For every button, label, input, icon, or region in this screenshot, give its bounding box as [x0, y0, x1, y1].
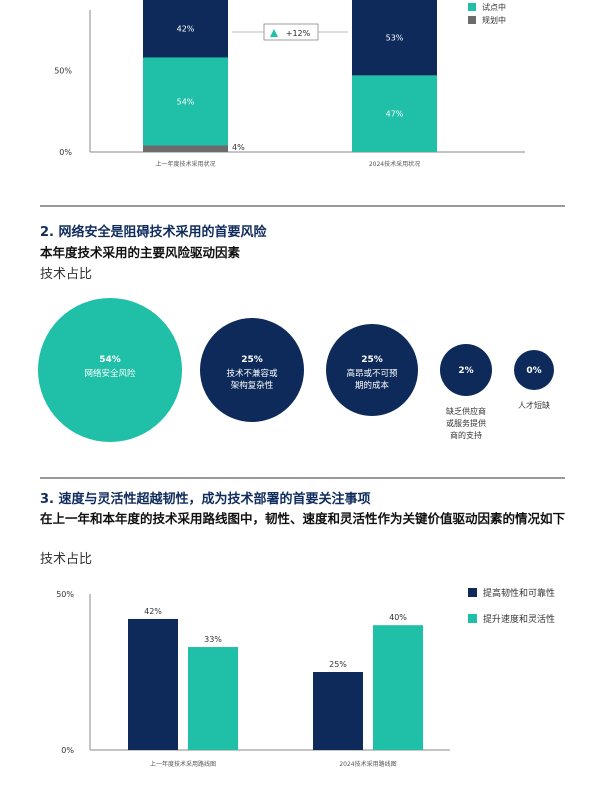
- bar: [128, 618, 178, 750]
- legend-swatch: [468, 614, 477, 623]
- bubble-label: 期的成本: [355, 380, 390, 391]
- legend-label: 提高韧性和可靠性: [483, 587, 555, 599]
- legend-label: 规划中: [482, 15, 506, 25]
- data-label: 40%: [389, 613, 407, 622]
- legend-swatch-pilot: [468, 3, 476, 11]
- bubble: [514, 350, 554, 390]
- bubble: [200, 318, 304, 422]
- y-tick-label: 0%: [59, 148, 72, 157]
- bubble-percent: 25%: [361, 355, 383, 365]
- section-3-title: 3. 速度与灵活性超越韧性，成为技术部署的首要关注事项: [40, 492, 371, 507]
- data-label: 4%: [232, 143, 245, 152]
- section-2-subtitle: 本年度技术采用的主要风险驱动因素: [40, 245, 241, 260]
- stacked-bar-segment: [143, 0, 228, 58]
- stacked-bar-segment: [352, 75, 437, 152]
- legend-swatch-planning: [468, 16, 476, 24]
- bar: [188, 647, 238, 750]
- bar: [313, 672, 363, 750]
- data-label: 33%: [204, 635, 222, 644]
- bubble-percent: 25%: [241, 355, 263, 365]
- bubble-label: 网络安全风险: [84, 368, 136, 379]
- y-tick-label: 0%: [61, 746, 74, 755]
- bubble-label-below: 人才短缺: [518, 400, 550, 410]
- legend-swatch: [468, 588, 477, 597]
- section-divider: [40, 205, 565, 207]
- section-3-unit: 技术占比: [40, 552, 93, 567]
- bubble-label-below: 或服务提供: [446, 418, 486, 428]
- priority-grouped-bar-chart: 0% 50% 42% 33% 上一年度技术采用路线图 25% 40% 2024技术采用路线图 提…: [56, 587, 555, 768]
- adoption-stacked-chart: 0% 50% 4% 54% 42% 上一年度技术采用状况 47% 53% 2024技术采用状况 +…: [54, 0, 525, 168]
- x-tick-label: 上一年度技术采用状况: [155, 160, 215, 168]
- legend-label: 试点中: [482, 2, 506, 12]
- bar: [373, 625, 423, 750]
- data-label: 25%: [329, 660, 347, 669]
- section-3-subtitle: 在上一年和本年度的技术采用路线图中，韧性、速度和灵活性作为关键价值驱动因素的情况…: [40, 511, 566, 526]
- bubble-label-below: 缺乏供应商: [446, 406, 486, 416]
- annotation-text: +12%: [286, 29, 311, 38]
- data-label: 53%: [386, 34, 404, 43]
- bubble-label: 技术不兼容或: [226, 368, 278, 379]
- legend-label: 提升速度和灵活性: [483, 613, 555, 625]
- bubble-percent: 0%: [526, 366, 541, 376]
- y-tick-label: 50%: [56, 590, 74, 599]
- stacked-bar-segment: [143, 145, 228, 152]
- data-label: 42%: [144, 607, 162, 616]
- section-divider: [40, 477, 565, 479]
- bubble: [326, 324, 418, 416]
- section-2-unit: 技术占比: [40, 267, 93, 282]
- data-label: 42%: [177, 25, 195, 34]
- data-label: 54%: [177, 97, 195, 106]
- data-label: 47%: [386, 110, 404, 119]
- bubble-label: 高昂或不可预: [346, 368, 398, 379]
- stacked-bar-segment: [352, 0, 437, 76]
- bubble-percent: 54%: [99, 355, 121, 365]
- stacked-bar-segment: [143, 57, 228, 146]
- x-tick-label: 2024技术采用路线图: [339, 760, 396, 768]
- bubble-percent: 2%: [458, 366, 473, 376]
- x-tick-label: 上一年度技术采用路线图: [150, 760, 216, 768]
- bubble: [38, 298, 182, 442]
- bubble-label: 架构复杂性: [231, 380, 274, 391]
- bubble-label-below: 商的支持: [450, 430, 482, 440]
- bubble: [440, 344, 492, 396]
- up-arrow-icon: [270, 29, 278, 37]
- y-tick-label: 50%: [54, 67, 72, 76]
- section-2-title: 2. 网络安全是阻碍技术采用的首要风险: [40, 225, 267, 240]
- x-tick-label: 2024技术采用状况: [369, 160, 420, 168]
